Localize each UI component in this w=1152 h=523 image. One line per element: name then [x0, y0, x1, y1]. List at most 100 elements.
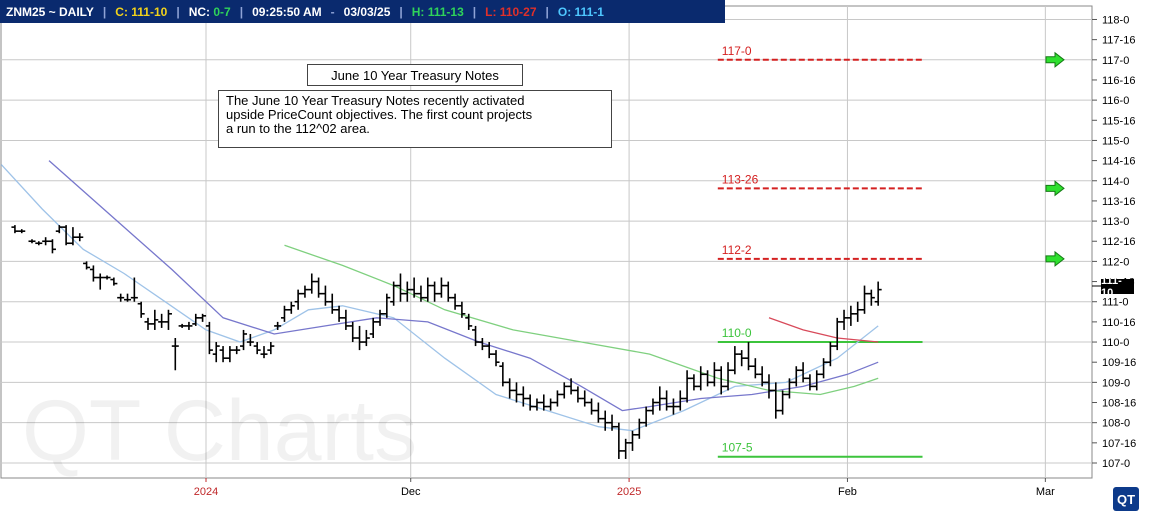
- ohlc-bar: [731, 346, 739, 375]
- annotation-note: The June 10 Year Treasury Notes recently…: [218, 90, 612, 148]
- ohlc-bar: [192, 313, 200, 326]
- objective-label: 112-2: [722, 243, 752, 257]
- separator: |: [102, 4, 107, 19]
- ohlc-bar: [567, 378, 575, 395]
- ohlc-bar: [233, 346, 241, 355]
- ohlc-bar: [772, 382, 780, 419]
- ohlc-bar: [69, 227, 77, 246]
- ohlc-bar: [697, 366, 705, 391]
- x-tick-label: Mar: [1036, 486, 1055, 498]
- ohlc-bar: [110, 277, 118, 286]
- ohlc-bar: [280, 305, 288, 322]
- ohlc-bar: [444, 281, 452, 302]
- ohlc-bar: [376, 309, 384, 326]
- y-tick-label: 114-0: [1102, 176, 1129, 188]
- ohlc-bar: [745, 342, 753, 371]
- symbol-label: ZNM25 ~ DAILY: [6, 4, 94, 19]
- ohlc-bar: [472, 325, 480, 347]
- ohlc-bar: [212, 342, 220, 363]
- ohlc-bar: [512, 382, 520, 403]
- ohlc-bar: [103, 275, 111, 280]
- ohlc-bar: [649, 398, 657, 415]
- ohlc-bar: [581, 390, 589, 407]
- separator: |: [239, 4, 244, 19]
- date-value: 03/03/25: [343, 4, 391, 19]
- ohlc-bar: [588, 398, 596, 415]
- moving-average-line: [0, 164, 879, 432]
- ohlc-bar: [861, 285, 869, 314]
- annotation-line: The June 10 Year Treasury Notes recently…: [226, 93, 525, 108]
- objective-label: 107-5: [722, 441, 753, 455]
- ohlc-bar: [874, 281, 882, 306]
- ohlc-bar: [18, 229, 26, 234]
- y-tick-label: 116-0: [1102, 95, 1129, 107]
- ohlc-bar: [301, 285, 309, 298]
- low-value: L: 110-27: [485, 4, 537, 19]
- ohlc-bar: [42, 237, 50, 246]
- separator: |: [399, 4, 403, 19]
- ohlc-bar: [724, 362, 732, 391]
- separator: |: [176, 4, 180, 19]
- separator: |: [545, 4, 549, 19]
- ohlc-bar: [308, 273, 316, 294]
- ohlc-bar: [533, 398, 541, 411]
- ohlc-bar: [499, 362, 507, 387]
- ohlc-bar: [164, 309, 172, 330]
- annotation-line: upside PriceCount objectives. The first …: [226, 107, 533, 122]
- ohlc-bar: [663, 390, 671, 411]
- y-tick-label: 108-0: [1102, 418, 1130, 430]
- ohlc-bar: [260, 346, 268, 359]
- ohlc-bar: [130, 277, 138, 302]
- ohlc-bar: [287, 301, 295, 314]
- price-bars: [11, 225, 882, 459]
- ohlc-bar: [560, 382, 568, 399]
- ohlc-bar: [792, 366, 800, 387]
- ohlc-bar: [629, 430, 636, 451]
- ohlc-bar: [710, 362, 718, 387]
- objective-arrow-icon: [1045, 180, 1065, 197]
- ohlc-bar: [779, 390, 787, 415]
- x-tick-label: 2024: [194, 486, 218, 498]
- ohlc-bar: [717, 366, 725, 395]
- ohlc-bar: [356, 325, 364, 351]
- ohlc-bar: [785, 378, 793, 399]
- ohlc-bar: [519, 386, 527, 407]
- high-value: H: 111-13: [411, 4, 464, 19]
- ohlc-bar: [11, 225, 19, 234]
- x-tick-label: Feb: [838, 486, 857, 498]
- ohlc-bar: [274, 321, 282, 330]
- objective-label: 113-26: [722, 172, 759, 186]
- ohlc-bar: [840, 309, 848, 330]
- ohlc-bar: [144, 317, 152, 330]
- qt-logo[interactable]: QT: [1113, 487, 1139, 511]
- ohlc-bar: [601, 410, 609, 431]
- ohlc-bar: [506, 378, 514, 399]
- ohlc-bar: [226, 346, 234, 363]
- y-tick-label: 110-0: [1102, 337, 1129, 349]
- ohlc-bar: [553, 390, 561, 407]
- ohlc-bar: [342, 309, 350, 330]
- ohlc-bar: [540, 394, 548, 411]
- ohlc-bar: [417, 285, 425, 302]
- y-tick-label: 117-16: [1102, 35, 1135, 47]
- net-change-label: NC:: [188, 4, 211, 19]
- ohlc-bar: [28, 239, 36, 244]
- ohlc-bar: [89, 265, 97, 282]
- ohlc-bar: [458, 301, 466, 318]
- ohlc-bar: [76, 233, 84, 242]
- ohlc-bar: [246, 333, 254, 347]
- y-tick-label: 118-0: [1102, 14, 1129, 26]
- ohlc-bar: [465, 313, 473, 330]
- ohlc-bar: [765, 374, 773, 399]
- ohlc-bar: [806, 374, 814, 391]
- ohlc-bar: [867, 289, 875, 306]
- time-axis: 2024 Dec 2025 Feb Mar: [194, 478, 1055, 498]
- y-tick-label: 116-16: [1102, 75, 1135, 87]
- ohlc-bar: [328, 293, 336, 314]
- ohlc-bar: [738, 350, 746, 367]
- ohlc-bar: [656, 386, 664, 411]
- ohlc-bar: [424, 277, 432, 302]
- y-tick-label: 115-16: [1102, 115, 1135, 127]
